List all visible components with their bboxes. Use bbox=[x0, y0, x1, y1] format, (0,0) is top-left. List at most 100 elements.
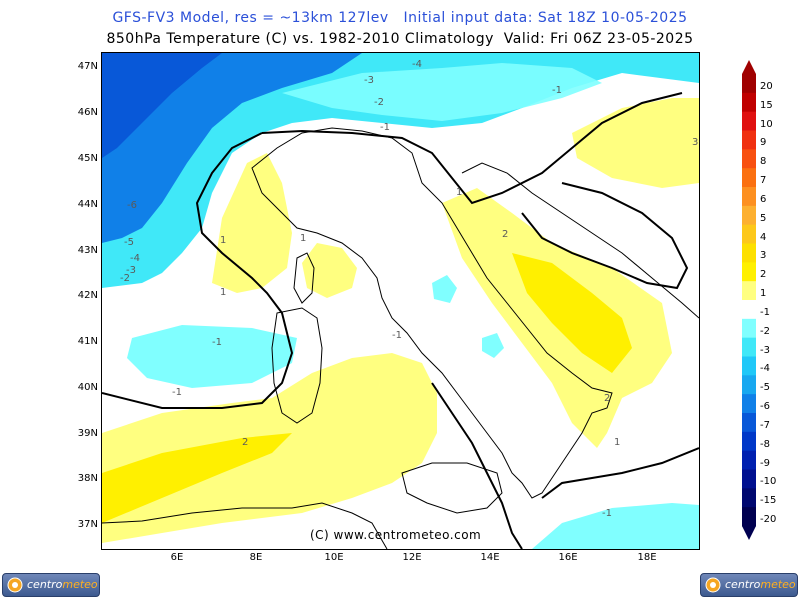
contour-label: -2 bbox=[120, 273, 130, 284]
logo-text: centrometeo bbox=[27, 578, 98, 591]
contour-label: -3 bbox=[126, 265, 136, 276]
zero-isoline-west bbox=[102, 132, 294, 409]
map-canvas: -4 -3 -2 -1 -6 -5 -4 -3 -2 -1 -1 1 1 1 2… bbox=[102, 53, 699, 549]
corsica-coastline bbox=[293, 252, 315, 304]
colorbar-swatch bbox=[742, 74, 756, 94]
colorbar-swatch bbox=[742, 413, 756, 433]
colorbar-swatch bbox=[742, 111, 756, 131]
temperature-anomaly-map: -4 -3 -2 -1 -6 -5 -4 -3 -2 -1 -1 1 1 1 2… bbox=[101, 52, 700, 550]
colorbar-swatch bbox=[742, 187, 756, 207]
colorbar-swatch bbox=[742, 431, 756, 452]
colorbar-swatch bbox=[742, 130, 756, 150]
colorbar-swatch bbox=[742, 356, 756, 376]
contour-label: -2 bbox=[374, 97, 384, 108]
lat-label: 41N bbox=[77, 336, 98, 347]
cold-anomaly-small-2 bbox=[482, 333, 504, 358]
colorbar-label: -9 bbox=[760, 457, 770, 469]
centrometeo-logo-left[interactable]: centrometeo bbox=[2, 573, 100, 597]
lat-label: 42N bbox=[77, 290, 98, 301]
lon-label: 8E bbox=[249, 552, 263, 563]
colorbar-label: 15 bbox=[760, 99, 773, 111]
colorbar-label: 6 bbox=[760, 193, 767, 205]
colorbar-label: -1 bbox=[760, 306, 770, 318]
colorbar-swatch bbox=[742, 394, 756, 414]
contour-label: -1 bbox=[552, 85, 562, 96]
colorbar-label: -6 bbox=[760, 401, 770, 412]
colorbar-swatch bbox=[742, 92, 756, 113]
warm-anomaly-area-west bbox=[212, 153, 292, 293]
warm-anomaly-area-balkans bbox=[572, 98, 699, 188]
contour-label: -5 bbox=[124, 237, 134, 248]
chart-title-line2: 850hPa Temperature (C) vs. 1982-2010 Cli… bbox=[106, 31, 694, 47]
cold-anomaly-light-west bbox=[127, 325, 297, 388]
globe-icon bbox=[7, 577, 23, 593]
colorbar-swatch bbox=[742, 450, 756, 470]
contour-label: -1 bbox=[602, 508, 612, 519]
lat-label: 40N bbox=[77, 382, 98, 393]
colorbar-swatch bbox=[742, 337, 756, 357]
lat-label: 46N bbox=[77, 107, 98, 118]
colorbar-label: 5 bbox=[760, 212, 767, 224]
colorbar bbox=[742, 60, 756, 540]
colorbar-label: 10 bbox=[760, 118, 773, 130]
colorbar-swatch bbox=[742, 469, 756, 489]
lat-label: 45N bbox=[77, 153, 98, 164]
cold-anomaly-light-north bbox=[282, 63, 602, 121]
colorbar-label: 9 bbox=[760, 137, 767, 149]
colorbar-label: 2 bbox=[760, 269, 767, 281]
lon-label: 10E bbox=[324, 552, 344, 563]
lon-label: 6E bbox=[170, 552, 184, 563]
colorbar-label: -7 bbox=[760, 419, 770, 431]
contour-label: -4 bbox=[130, 253, 140, 264]
contour-label: -1 bbox=[380, 122, 390, 133]
contour-label: 3 bbox=[692, 137, 698, 148]
colorbar-swatch bbox=[742, 507, 756, 527]
contour-label: 2 bbox=[242, 437, 248, 448]
colorbar-swatch bbox=[742, 224, 756, 244]
cold-anomaly-area-core bbox=[102, 53, 222, 158]
contour-label: 1 bbox=[220, 287, 226, 298]
colorbar-swatch bbox=[742, 488, 756, 508]
chart-title-line1: GFS-FV3 Model, res = ~13km 127lev Initia… bbox=[112, 10, 688, 26]
colorbar-label: -4 bbox=[760, 363, 770, 375]
balkan-coastline bbox=[461, 162, 699, 319]
lat-label: 39N bbox=[77, 428, 98, 439]
colorbar-swatch bbox=[742, 318, 756, 339]
zero-isoline-south bbox=[431, 382, 523, 549]
colorbar-label: -20 bbox=[760, 514, 777, 525]
zero-isoline-central bbox=[261, 92, 683, 205]
lon-label: 18E bbox=[637, 552, 657, 563]
colorbar-label: 20 bbox=[760, 80, 773, 92]
colorbar-swatch bbox=[742, 300, 756, 320]
lat-label: 38N bbox=[77, 473, 98, 484]
colorbar-label: 1 bbox=[760, 288, 767, 299]
sicily-coastline bbox=[401, 462, 503, 514]
colorbar-swatch bbox=[742, 168, 756, 188]
lat-label: 43N bbox=[77, 245, 98, 256]
lat-label: 44N bbox=[77, 199, 98, 210]
zero-isoline-east bbox=[521, 182, 689, 290]
map-credit: (C) www.centrometeo.com bbox=[310, 528, 482, 542]
logo-text: centrometeo bbox=[725, 578, 796, 591]
colorbar-label: 3 bbox=[760, 250, 767, 262]
contour-label: -6 bbox=[127, 200, 137, 211]
lon-label: 12E bbox=[402, 552, 422, 563]
contour-label: -4 bbox=[412, 59, 422, 70]
contour-label: 1 bbox=[456, 187, 462, 198]
contour-label: 1 bbox=[220, 235, 226, 246]
colorbar-swatch bbox=[742, 375, 756, 395]
warm-anomaly-area-south-inner bbox=[102, 433, 292, 523]
colorbar-swatch bbox=[742, 205, 756, 226]
africa-coastline bbox=[102, 502, 388, 549]
colorbar-label: 7 bbox=[760, 175, 767, 186]
colorbar-swatch bbox=[742, 281, 756, 301]
cold-anomaly-small-1 bbox=[432, 275, 457, 303]
italy-coastline bbox=[251, 127, 613, 499]
centrometeo-logo-right[interactable]: centrometeo bbox=[700, 573, 798, 597]
globe-icon bbox=[705, 577, 721, 593]
contour-label: -1 bbox=[172, 387, 182, 398]
contour-label: -3 bbox=[364, 75, 374, 86]
colorbar-label: -15 bbox=[760, 495, 777, 507]
warm-anomaly-area-sardinia-sea bbox=[302, 243, 357, 298]
warm-anomaly-area-adriatic-inner bbox=[512, 253, 632, 373]
